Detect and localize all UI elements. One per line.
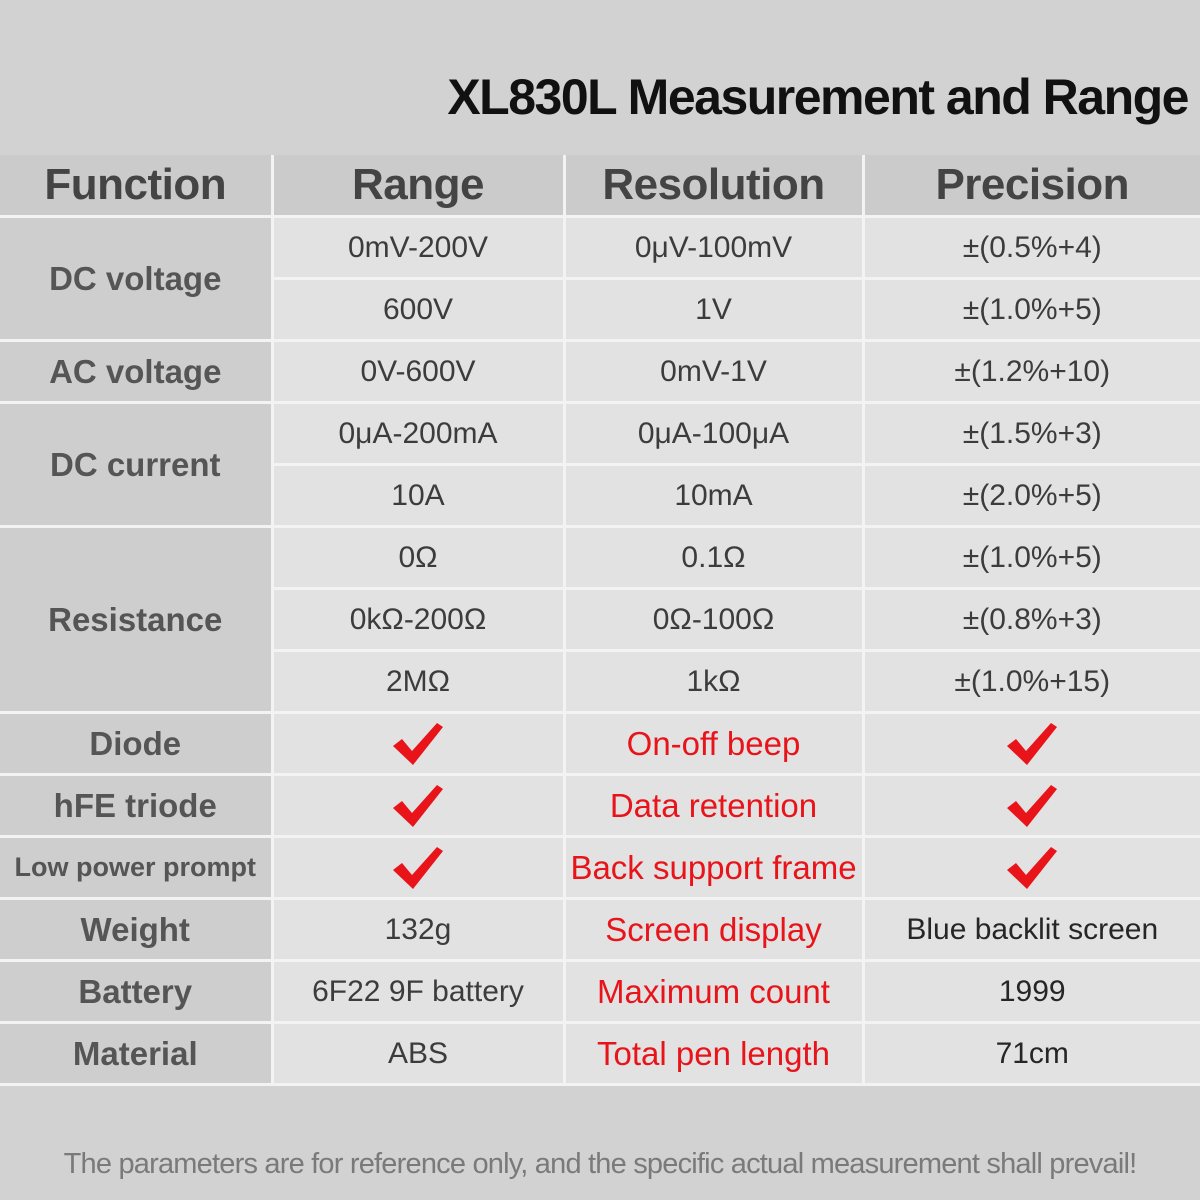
disclaimer-footer: The parameters are for reference only, a… — [63, 1148, 1138, 1180]
resolution-cell: 1V — [562, 277, 865, 342]
precision-cell: ±(1.0%+15) — [861, 649, 1200, 714]
table-row: Battery 6F22 9F battery Maximum count 19… — [0, 959, 1200, 1024]
resolution-cell: 0Ω-100Ω — [562, 587, 865, 652]
resolution-cell: 0mV-1V — [562, 339, 865, 404]
feature-back-support-frame: Back support frame — [562, 835, 865, 900]
precision-cell: ±(0.8%+3) — [861, 587, 1200, 652]
feature-screen-display: Screen display — [562, 897, 865, 962]
precision-cell: ±(1.0%+5) — [861, 525, 1200, 590]
table-row: 2MΩ 1kΩ ±(1.0%+15) — [0, 649, 1200, 714]
range-cell: 0Ω — [270, 525, 566, 590]
checkmark-icon — [1007, 722, 1058, 765]
resolution-cell: 0.1Ω — [562, 525, 865, 590]
table-row: Weight 132g Screen display Blue backlit … — [0, 897, 1200, 962]
checkmark-icon — [393, 784, 443, 827]
table-row: hFE triode Data retention — [0, 773, 1200, 838]
range-check-cell — [270, 773, 566, 838]
resolution-cell: 1kΩ — [562, 649, 865, 714]
precision-check-cell — [861, 773, 1200, 838]
feature-maximum-count: Maximum count — [562, 959, 865, 1024]
header-function: Function — [0, 155, 274, 218]
table-row: Low power prompt Back support frame — [0, 835, 1200, 900]
precision-cell: ±(1.0%+5) — [861, 277, 1200, 342]
precision-cell: ±(1.2%+10) — [861, 339, 1200, 404]
spec-value-cell: 132g — [270, 897, 566, 962]
table-row: 0kΩ-200Ω 0Ω-100Ω ±(0.8%+3) — [0, 587, 1200, 652]
function-dc-voltage: DC voltage — [0, 215, 274, 342]
checkmark-icon — [393, 846, 443, 889]
precision-cell: ±(1.5%+3) — [861, 401, 1200, 466]
spec-detail-cell: 1999 — [861, 959, 1200, 1024]
measurement-range-table: Function Range Resolution Precision DC v… — [0, 155, 1200, 1086]
checkmark-icon — [1007, 784, 1058, 827]
header-precision: Precision — [861, 155, 1200, 218]
feature-on-off-beep: On-off beep — [562, 711, 865, 776]
range-check-cell — [270, 711, 566, 776]
table-row: AC voltage 0V-600V 0mV-1V ±(1.2%+10) — [0, 339, 1200, 404]
function-material: Material — [0, 1021, 274, 1086]
header-range: Range — [270, 155, 566, 218]
range-cell: 2MΩ — [272, 649, 566, 714]
function-ac-voltage: AC voltage — [0, 339, 274, 404]
resolution-cell: 0μA-100μA — [562, 401, 865, 466]
table-row: Material ABS Total pen length 71cm — [0, 1021, 1200, 1086]
range-cell: 10A — [272, 463, 566, 528]
checkmark-icon — [1007, 846, 1058, 889]
feature-total-pen-length: Total pen length — [562, 1021, 865, 1086]
range-cell: 600V — [272, 277, 566, 342]
range-cell: 0V-600V — [270, 339, 566, 404]
spec-detail-cell: 71cm — [861, 1021, 1200, 1086]
function-diode: Diode — [0, 711, 274, 776]
table-header-row: Function Range Resolution Precision — [0, 155, 1200, 218]
checkmark-icon — [393, 722, 443, 765]
range-cell: 0kΩ-200Ω — [272, 587, 566, 652]
function-resistance: Resistance — [0, 525, 274, 714]
table-row: Resistance 0Ω 0.1Ω ±(1.0%+5) — [0, 525, 1200, 714]
header-resolution: Resolution — [562, 155, 865, 218]
table-row: 600V 1V ±(1.0%+5) — [0, 277, 1200, 342]
table-row: Diode On-off beep — [0, 711, 1200, 776]
precision-cell: ±(0.5%+4) — [861, 215, 1200, 280]
function-weight: Weight — [0, 897, 274, 962]
table-row: DC voltage 0mV-200V 0μV-100mV ±(0.5%+4) — [0, 215, 1200, 342]
precision-cell: ±(2.0%+5) — [861, 463, 1200, 528]
precision-check-cell — [861, 835, 1200, 900]
resolution-cell: 0μV-100mV — [562, 215, 865, 280]
spec-value-cell: 6F22 9F battery — [270, 959, 566, 1024]
feature-data-retention: Data retention — [562, 773, 865, 838]
range-cell: 0mV-200V — [270, 215, 566, 280]
precision-check-cell — [861, 711, 1200, 776]
function-battery: Battery — [0, 959, 274, 1024]
spec-value-cell: ABS — [270, 1021, 566, 1086]
range-check-cell — [270, 835, 566, 900]
function-dc-current: DC current — [0, 401, 274, 528]
table-row: 10A 10mA ±(2.0%+5) — [0, 463, 1200, 528]
table-row: DC current 0μA-200mA 0μA-100μA ±(1.5%+3) — [0, 401, 1200, 528]
resolution-cell: 10mA — [562, 463, 865, 528]
function-low-power-prompt: Low power prompt — [0, 835, 274, 900]
function-hfe-triode: hFE triode — [0, 773, 274, 838]
spec-detail-cell: Blue backlit screen — [861, 897, 1200, 962]
range-cell: 0μA-200mA — [270, 401, 566, 466]
page-title: XL830L Measurement and Range — [447, 69, 1189, 125]
